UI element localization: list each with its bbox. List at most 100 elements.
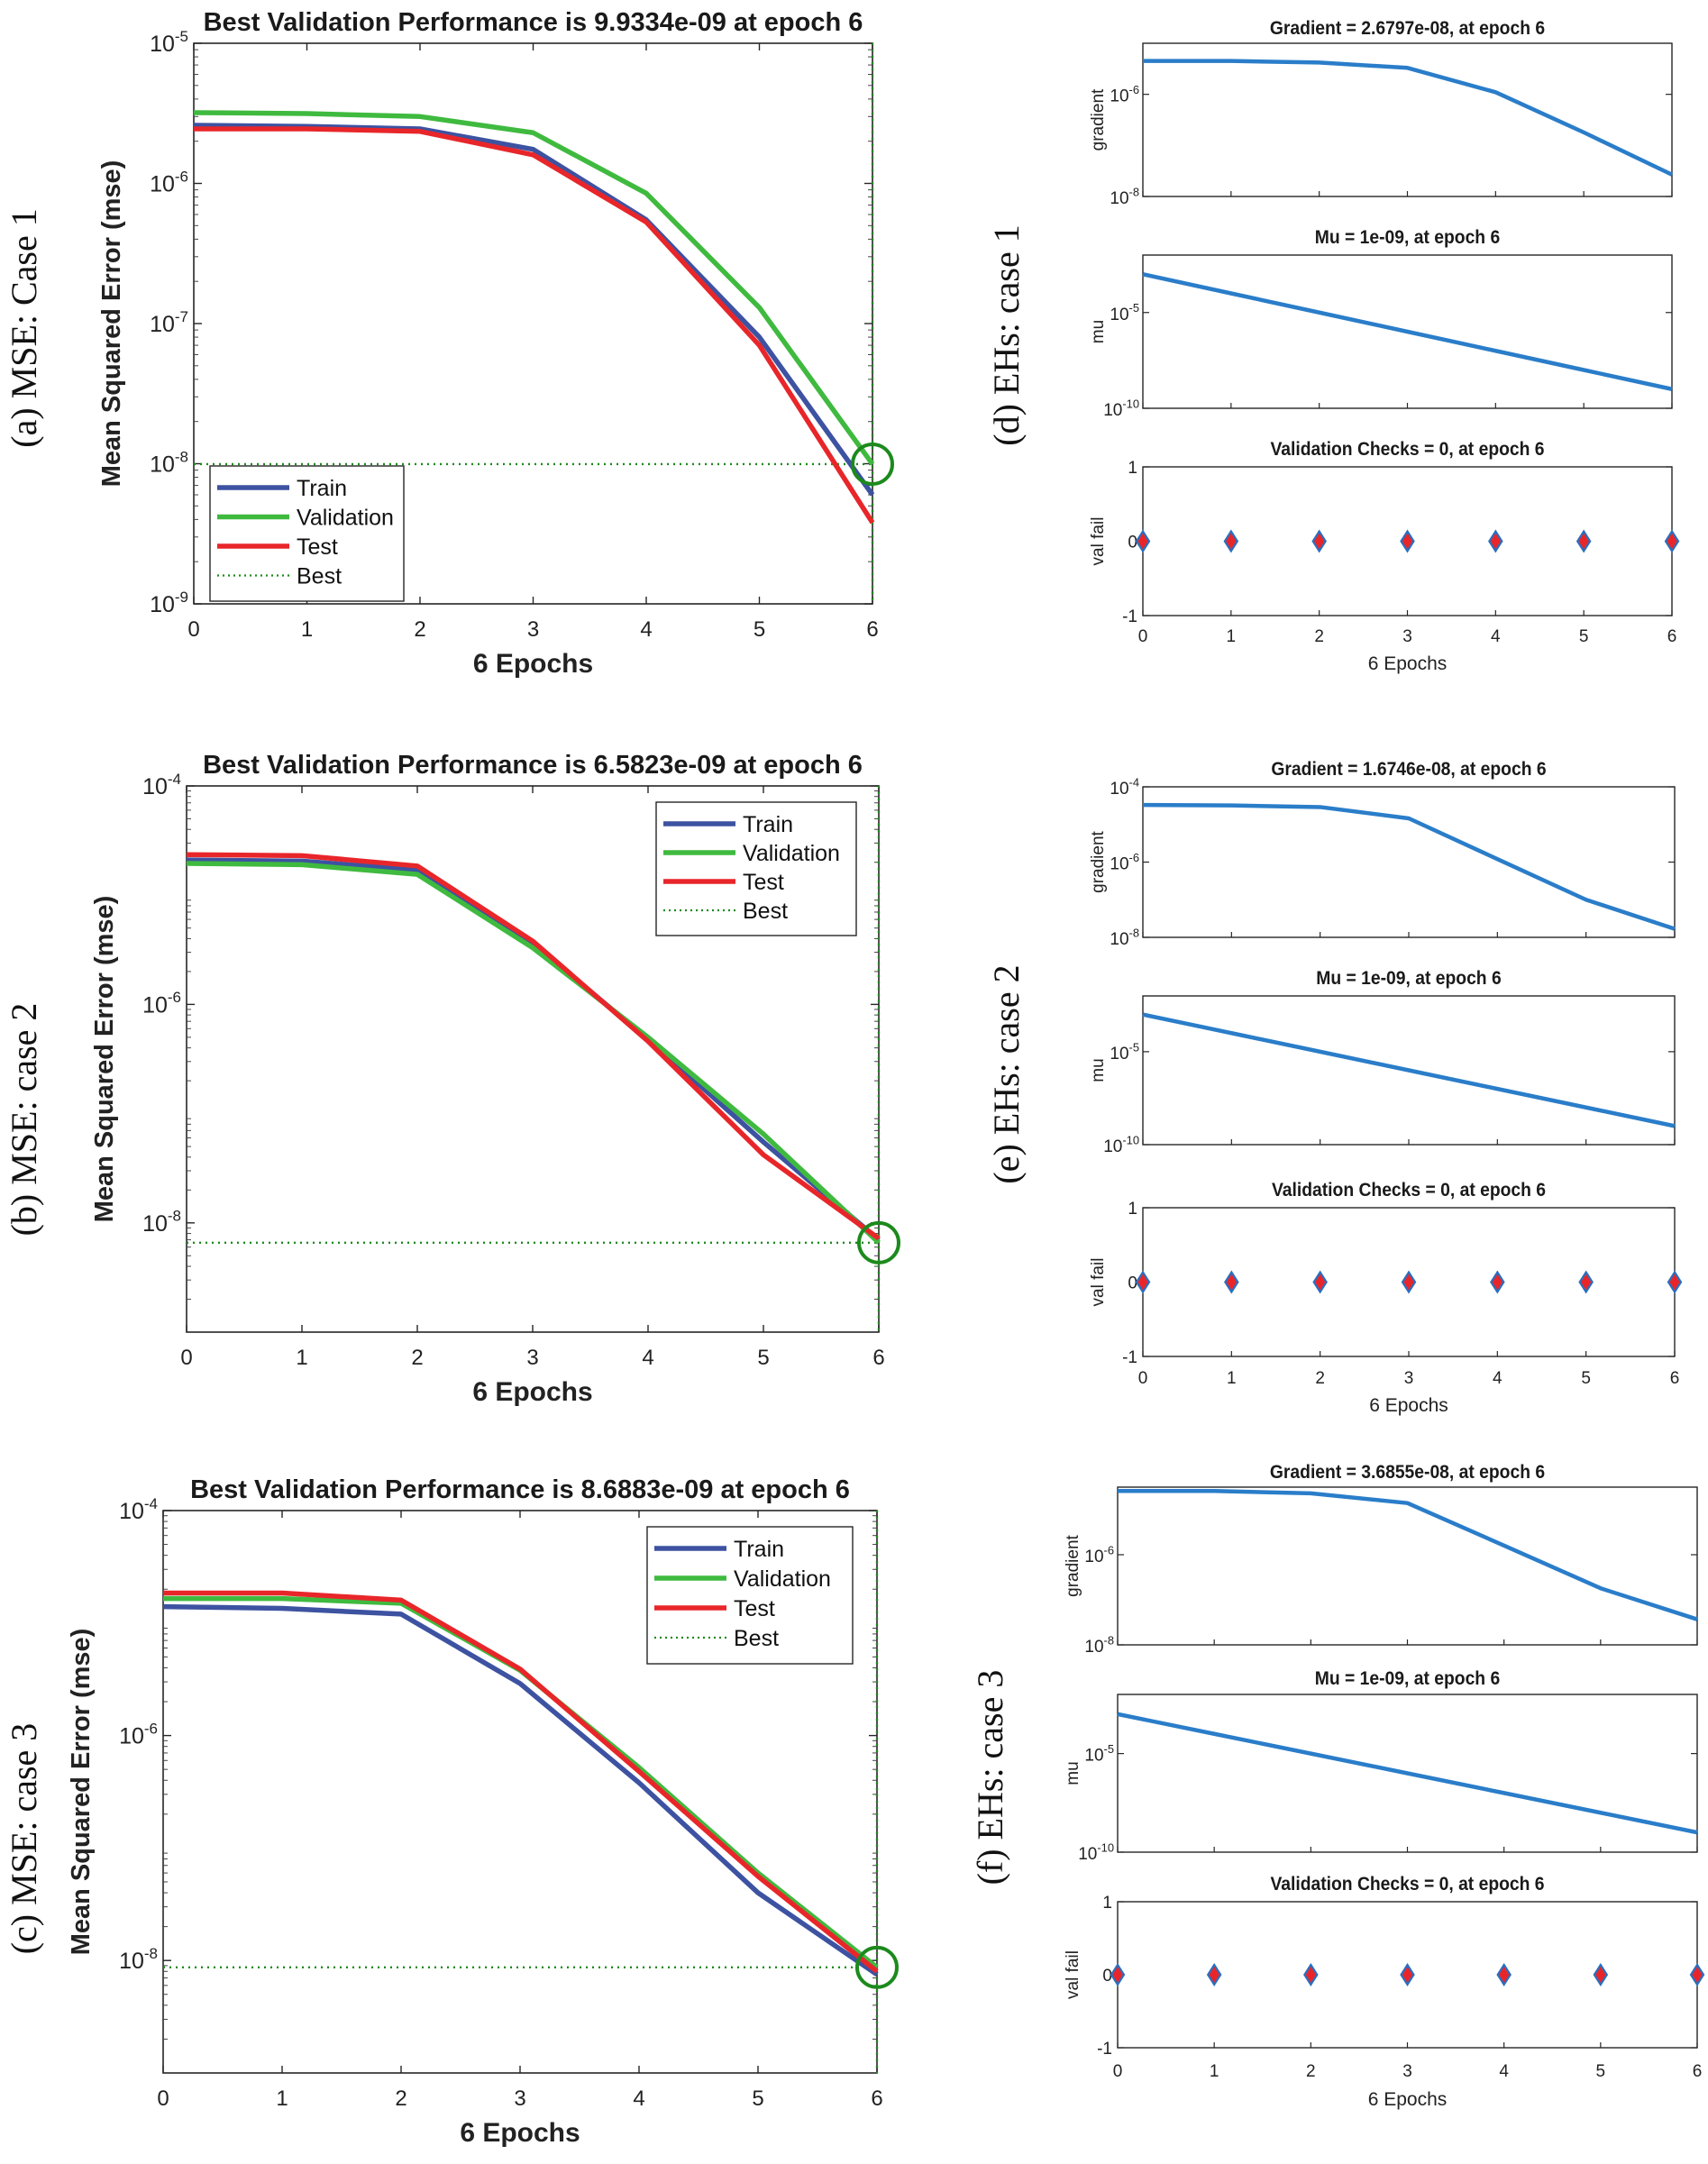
legend-label-best: Best bbox=[297, 564, 342, 589]
y-tick-label: 10-8 bbox=[1084, 1633, 1114, 1657]
valfail-marker bbox=[1224, 1270, 1239, 1294]
x-axis-label: 6 Epochs bbox=[473, 649, 593, 679]
valfail-marker bbox=[1110, 1962, 1126, 1987]
subplot-area bbox=[1142, 786, 1676, 938]
y-tick-label: 10-8 bbox=[1110, 185, 1139, 208]
valfail-marker bbox=[1223, 529, 1239, 553]
x-tick-label: 1 bbox=[296, 1346, 307, 1370]
y-axis-label: val fail bbox=[1089, 517, 1108, 566]
eh2-chart: (e) EHs: case 2 Gradient = 1.6746e-08, at… bbox=[986, 759, 1683, 1416]
valfail-marker bbox=[1206, 1962, 1222, 1987]
x-tick-label: 4 bbox=[642, 1346, 653, 1370]
x-tick-label: 5 bbox=[754, 617, 765, 642]
x-tick-label: 2 bbox=[1314, 627, 1324, 646]
series-line-test bbox=[186, 852, 881, 1241]
y-tick-label: 10-5 bbox=[150, 28, 188, 57]
subplot-area bbox=[1117, 1486, 1698, 1646]
y-tick-label: 10-4 bbox=[119, 1495, 158, 1524]
legend: Train Validation Test Best bbox=[655, 801, 857, 936]
y-tick-label: 10-6 bbox=[1110, 851, 1139, 874]
legend-label-best: Best bbox=[743, 899, 788, 924]
panel-side-label: (c) MSE: case 3 bbox=[4, 1723, 44, 1955]
y-axis-label: mu bbox=[1089, 1058, 1108, 1082]
x-tick-label: 6 bbox=[1693, 2062, 1703, 2081]
subplot-valfail: Validation Checks = 0, at epoch 6 -1 0 1 val… bbox=[1089, 439, 1680, 626]
y-tick-label: 10-4 bbox=[142, 771, 181, 799]
x-tick-label: 3 bbox=[526, 1346, 538, 1370]
subplot-gradient: Gradient = 3.6855e-08, at epoch 6 10-8 10-… bbox=[1064, 1462, 1698, 1657]
valfail-marker bbox=[1488, 529, 1503, 553]
legend: Train Validation Test Best bbox=[209, 465, 405, 602]
series-line-mu bbox=[1142, 272, 1673, 391]
y-axis-label: mu bbox=[1064, 1761, 1082, 1785]
subplot-title: Validation Checks = 0, at epoch 6 bbox=[1272, 1180, 1546, 1201]
y-tick-label: 1 bbox=[1128, 459, 1137, 478]
series-line-gradient bbox=[1143, 59, 1673, 177]
subplot-gradient: Gradient = 2.6797e-08, at epoch 6 10-8 10-… bbox=[1089, 18, 1673, 208]
series-line-test bbox=[163, 1590, 879, 1974]
chart-title: Best Validation Performance is 9.9334e-0… bbox=[204, 8, 863, 37]
valfail-marker bbox=[1490, 1270, 1505, 1294]
x-tick-label: 2 bbox=[1306, 2062, 1316, 2081]
y-axis-label: Mean Squared Error (mse) bbox=[67, 1629, 96, 1956]
x-tick-label: 4 bbox=[1491, 627, 1501, 646]
x-tick-label: 6 bbox=[866, 617, 878, 642]
y-axis-label: gradient bbox=[1064, 1534, 1082, 1596]
x-tick-label: 3 bbox=[527, 617, 539, 642]
panel-side-label: (a) MSE: Case 1 bbox=[4, 208, 44, 448]
x-tick-label: 0 bbox=[1138, 1369, 1148, 1388]
valfail-marker bbox=[1401, 1270, 1417, 1294]
legend: Train Validation Test Best bbox=[646, 1526, 854, 1665]
y-tick-label: 10-9 bbox=[150, 589, 188, 617]
subplot-title: Mu = 1e-09, at epoch 6 bbox=[1315, 227, 1500, 248]
subplot-title: Validation Checks = 0, at epoch 6 bbox=[1270, 1874, 1544, 1895]
x-tick-label: 1 bbox=[1227, 1369, 1237, 1388]
x-tick-label: 6 bbox=[1670, 1369, 1680, 1388]
y-tick-label: -1 bbox=[1122, 607, 1137, 626]
subplot-mu: Mu = 1e-09, at epoch 6 10-10 10-5mu bbox=[1089, 968, 1676, 1156]
subplot-valfail: Validation Checks = 0, at epoch 6 -1 0 1 val… bbox=[1064, 1874, 1705, 2059]
y-tick-label: 0 bbox=[1102, 1967, 1112, 1986]
valfail-marker bbox=[1135, 1270, 1151, 1294]
valfail-marker bbox=[1578, 1270, 1594, 1294]
series-line-gradient bbox=[1142, 802, 1676, 931]
y-tick-label: 10-8 bbox=[150, 448, 188, 477]
y-axis-label: gradient bbox=[1089, 88, 1108, 151]
x-tick-label: 0 bbox=[1138, 627, 1148, 646]
x-tick-label: 6 bbox=[871, 2086, 882, 2111]
legend-label-train: Train bbox=[743, 812, 793, 837]
y-tick-label: 10-5 bbox=[1110, 301, 1139, 324]
series-line-validation bbox=[193, 110, 875, 466]
y-tick-label: 0 bbox=[1128, 1274, 1137, 1293]
x-axis-label: 6 Epochs bbox=[1368, 2089, 1448, 2110]
x-tick-label: 6 bbox=[872, 1346, 884, 1370]
mse3-chart: Best Validation Performance is 8.6883e-0… bbox=[4, 1475, 899, 2148]
valfail-marker bbox=[1400, 1962, 1415, 1987]
x-tick-label: 3 bbox=[1402, 2062, 1412, 2081]
x-tick-label: 2 bbox=[1315, 1369, 1325, 1388]
y-tick-label: 10-4 bbox=[1110, 775, 1139, 799]
y-tick-label: 10-10 bbox=[1078, 1840, 1114, 1864]
x-tick-label: 5 bbox=[1579, 627, 1589, 646]
y-tick-label: -1 bbox=[1097, 2040, 1112, 2059]
x-tick-label: 1 bbox=[276, 2086, 288, 2111]
series-line-test bbox=[194, 126, 875, 525]
y-axis-label: Mean Squared Error (mse) bbox=[90, 896, 119, 1223]
legend-label-validation: Validation bbox=[734, 1566, 831, 1592]
subplot-gradient: Gradient = 1.6746e-08, at epoch 6 10-8 10-… bbox=[1089, 759, 1676, 949]
best-marker bbox=[851, 442, 894, 486]
x-tick-label: 1 bbox=[1227, 627, 1237, 646]
x-tick-label: 0 bbox=[1113, 2062, 1123, 2081]
series-line-mu bbox=[1117, 1712, 1698, 1835]
x-tick-label: 2 bbox=[395, 2086, 406, 2111]
valfail-marker bbox=[1667, 1270, 1683, 1294]
subplot-title: Mu = 1e-09, at epoch 6 bbox=[1316, 968, 1501, 989]
x-tick-label: 1 bbox=[1210, 2062, 1219, 2081]
x-axis-label: 6 Epochs bbox=[1368, 653, 1448, 674]
eh3-chart: (f) EHs: case 3 Gradient = 3.6855e-08, at… bbox=[970, 1462, 1705, 2110]
x-axis-label: 6 Epochs bbox=[472, 1377, 592, 1407]
y-tick-label: 10-6 bbox=[1084, 1543, 1114, 1566]
x-tick-label: 5 bbox=[1596, 2062, 1606, 2081]
y-axis-label: Mean Squared Error (mse) bbox=[97, 160, 126, 488]
